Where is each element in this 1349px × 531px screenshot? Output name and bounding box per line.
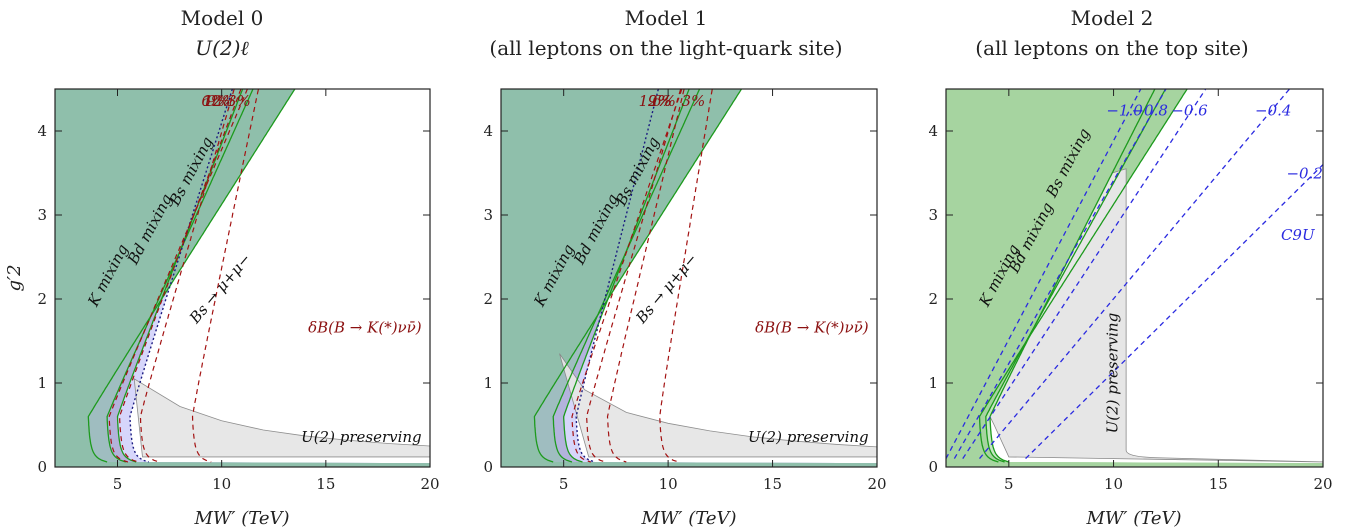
panel-model-2: Model 2 (all leptons on the top site) −1…	[928, 6, 1333, 529]
label-u2-preserving: U(2) preserving	[301, 428, 422, 446]
panel-model-1: Model 1 (all leptons on the light-quark …	[483, 6, 887, 529]
red-contour-0	[571, 89, 683, 463]
c9-contour-4	[1025, 164, 1323, 460]
plot-frame-1	[500, 88, 878, 468]
boundary-bs_mixing	[116, 89, 244, 463]
y-tick-label-0: 0	[37, 458, 47, 476]
boundary-bs_mixing	[563, 89, 690, 463]
red-contour-1	[118, 89, 242, 463]
y-tick-label-3: 3	[928, 206, 938, 224]
boundary-bd_mixing	[552, 89, 701, 463]
red-contour-label-0: 12%	[203, 92, 236, 110]
axes-1: 5 10 15 20 0 1 2 3 4	[483, 89, 887, 493]
y-tick-label-1: 1	[483, 374, 493, 392]
x-tick-label-1: 10	[212, 475, 231, 493]
panel-1-subtitle: (all leptons on the light-quark site)	[489, 36, 842, 60]
c9-contour-1	[953, 89, 1167, 459]
c9-contour-label-2: −0.6	[1171, 102, 1208, 120]
panel-0-subtitle: U(2)ℓ	[195, 36, 249, 60]
x-tick-label-2: 15	[316, 475, 335, 493]
panel-1-title: Model 1	[625, 6, 708, 30]
u2-preserving-region	[559, 353, 877, 458]
y-tick-label-0: 0	[483, 458, 493, 476]
x-tick-label-3: 20	[867, 475, 886, 493]
red-contour-label-3: 3%	[227, 92, 251, 110]
axes-2: 5 10 15 20 0 1 2 3 4	[928, 89, 1333, 493]
panel-0-title: Model 0	[181, 6, 264, 30]
red-contour-label-3: 3%	[682, 92, 706, 110]
label-u2-preserving: U(2) preserving	[1104, 313, 1122, 434]
label-u2-preserving: U(2) preserving	[748, 428, 869, 446]
label-delta-b: δB(B → K(*)νν̄)	[755, 319, 869, 337]
red-contour-label-2: 6%	[201, 92, 225, 110]
boundary-bd_mixing	[106, 89, 254, 463]
label-delta-b: δB(B → K(*)νν̄)	[308, 319, 422, 337]
c9-contour-label-1: −0.8	[1131, 102, 1167, 120]
x-axis-label-2: MW′ (TeV)	[1085, 508, 1181, 529]
x-tick-label-2: 15	[763, 475, 782, 493]
x-tick-label-0: 5	[1004, 475, 1014, 493]
y-tick-label-4: 4	[37, 122, 47, 140]
k-mixing-region	[55, 89, 430, 467]
x-tick-label-0: 5	[559, 475, 569, 493]
boundary-k_mixing	[533, 89, 743, 463]
c9-contour-2	[962, 89, 1207, 459]
u2-preserving-region	[133, 378, 430, 458]
y-tick-label-3: 3	[37, 206, 47, 224]
y-tick-label-3: 3	[483, 206, 493, 224]
y-tick-label-4: 4	[928, 122, 938, 140]
c9-contour-0	[946, 89, 1142, 459]
x-tick-label-3: 20	[420, 475, 439, 493]
x-tick-label-1: 10	[659, 475, 678, 493]
boundary-bs-mumu	[129, 89, 234, 463]
y-tick-label-0: 0	[928, 458, 938, 476]
red-contour-1	[585, 89, 682, 463]
panel-2-title: Model 2	[1071, 6, 1154, 30]
plot-frame-2	[945, 88, 1324, 468]
y-axis-label-0: g′2	[4, 264, 25, 291]
c9-contour-label-4: −0.2	[1286, 165, 1322, 183]
label-bs-mumu: Bs → μ+μ−	[632, 250, 701, 328]
red-contour-label-1: 9%	[207, 92, 231, 110]
x-tick-label-0: 5	[113, 475, 123, 493]
red-contour-2	[606, 89, 685, 463]
x-axis-label-0: MW′ (TeV)	[193, 508, 289, 529]
plot-frame-0	[54, 88, 431, 468]
k-mixing-region	[501, 89, 877, 467]
red-contour-label-2: 6%	[652, 92, 676, 110]
red-contour-3	[191, 89, 260, 463]
c9-contour-label-0: −1.0	[1106, 102, 1143, 120]
k-mixing-region	[946, 89, 1323, 467]
y-tick-label-1: 1	[928, 374, 938, 392]
axes-0: 5 10 15 20 0 1 2 3 4	[37, 89, 440, 493]
x-axis-label-1: MW′ (TeV)	[640, 508, 736, 529]
boundary-k_mixing	[87, 89, 296, 463]
red-contour-0	[108, 89, 249, 463]
y-tick-label-1: 1	[37, 374, 47, 392]
c9-contour-label-3: −0.4	[1255, 102, 1291, 120]
y-tick-label-2: 2	[483, 290, 493, 308]
label-c9: C9U	[1281, 226, 1316, 244]
panel-2-subtitle: (all leptons on the top site)	[975, 36, 1248, 60]
x-tick-label-2: 15	[1209, 475, 1228, 493]
y-tick-label-2: 2	[37, 290, 47, 308]
red-contour-2	[139, 89, 235, 463]
x-tick-label-1: 10	[1104, 475, 1123, 493]
x-tick-label-3: 20	[1313, 475, 1332, 493]
y-tick-label-2: 2	[928, 290, 938, 308]
red-contour-3	[659, 89, 713, 463]
boundary-k_mixing	[978, 89, 1188, 463]
y-tick-label-4: 4	[483, 122, 493, 140]
label-bs-mumu: Bs → μ+μ−	[185, 250, 254, 328]
red-contour-label-0: 12%	[639, 92, 672, 110]
red-contour-label-1: 9%	[648, 92, 672, 110]
